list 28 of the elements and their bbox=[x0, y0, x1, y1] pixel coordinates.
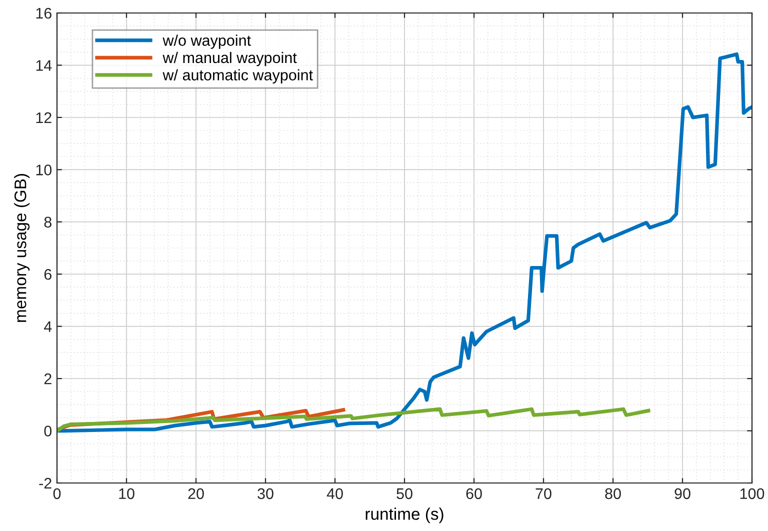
y-tick-label: 8 bbox=[44, 216, 52, 228]
y-tick-label: 14 bbox=[36, 60, 52, 71]
y-tick-label: 6 bbox=[44, 268, 52, 280]
y-tick-label: 4 bbox=[44, 321, 52, 332]
x-tick-label: 90 bbox=[674, 488, 690, 500]
y-tick-label: 10 bbox=[36, 164, 52, 176]
x-tick-label: 100 bbox=[740, 488, 764, 500]
y-tick-label: 16 bbox=[36, 8, 52, 19]
legend-label: w/ manual waypoint bbox=[162, 52, 297, 66]
x-tick-label: 70 bbox=[536, 488, 552, 500]
line-series bbox=[57, 407, 650, 433]
y-tick-label: 0 bbox=[44, 426, 52, 436]
x-axis-title: runtime (s) bbox=[366, 508, 444, 524]
legend-label: w/o waypoint bbox=[162, 34, 251, 49]
x-tick-label: 0 bbox=[53, 488, 61, 500]
x-tick-label: 40 bbox=[326, 488, 343, 500]
y-tick-label: 2 bbox=[44, 373, 52, 384]
y-tick-label: 12 bbox=[36, 112, 52, 123]
legend-label: w/ automatic waypoint bbox=[162, 69, 313, 84]
x-tick-label: 80 bbox=[605, 488, 621, 500]
x-tick-label: 10 bbox=[119, 488, 134, 500]
y-tick-label: -2 bbox=[39, 478, 52, 489]
x-tick-label: 30 bbox=[258, 488, 274, 500]
y-axis-title: memory usage (GB) bbox=[14, 174, 30, 322]
x-tick-label: 60 bbox=[466, 488, 482, 500]
x-tick-label: 20 bbox=[188, 488, 204, 500]
line-series bbox=[57, 52, 752, 433]
x-tick-label: 50 bbox=[396, 488, 412, 500]
